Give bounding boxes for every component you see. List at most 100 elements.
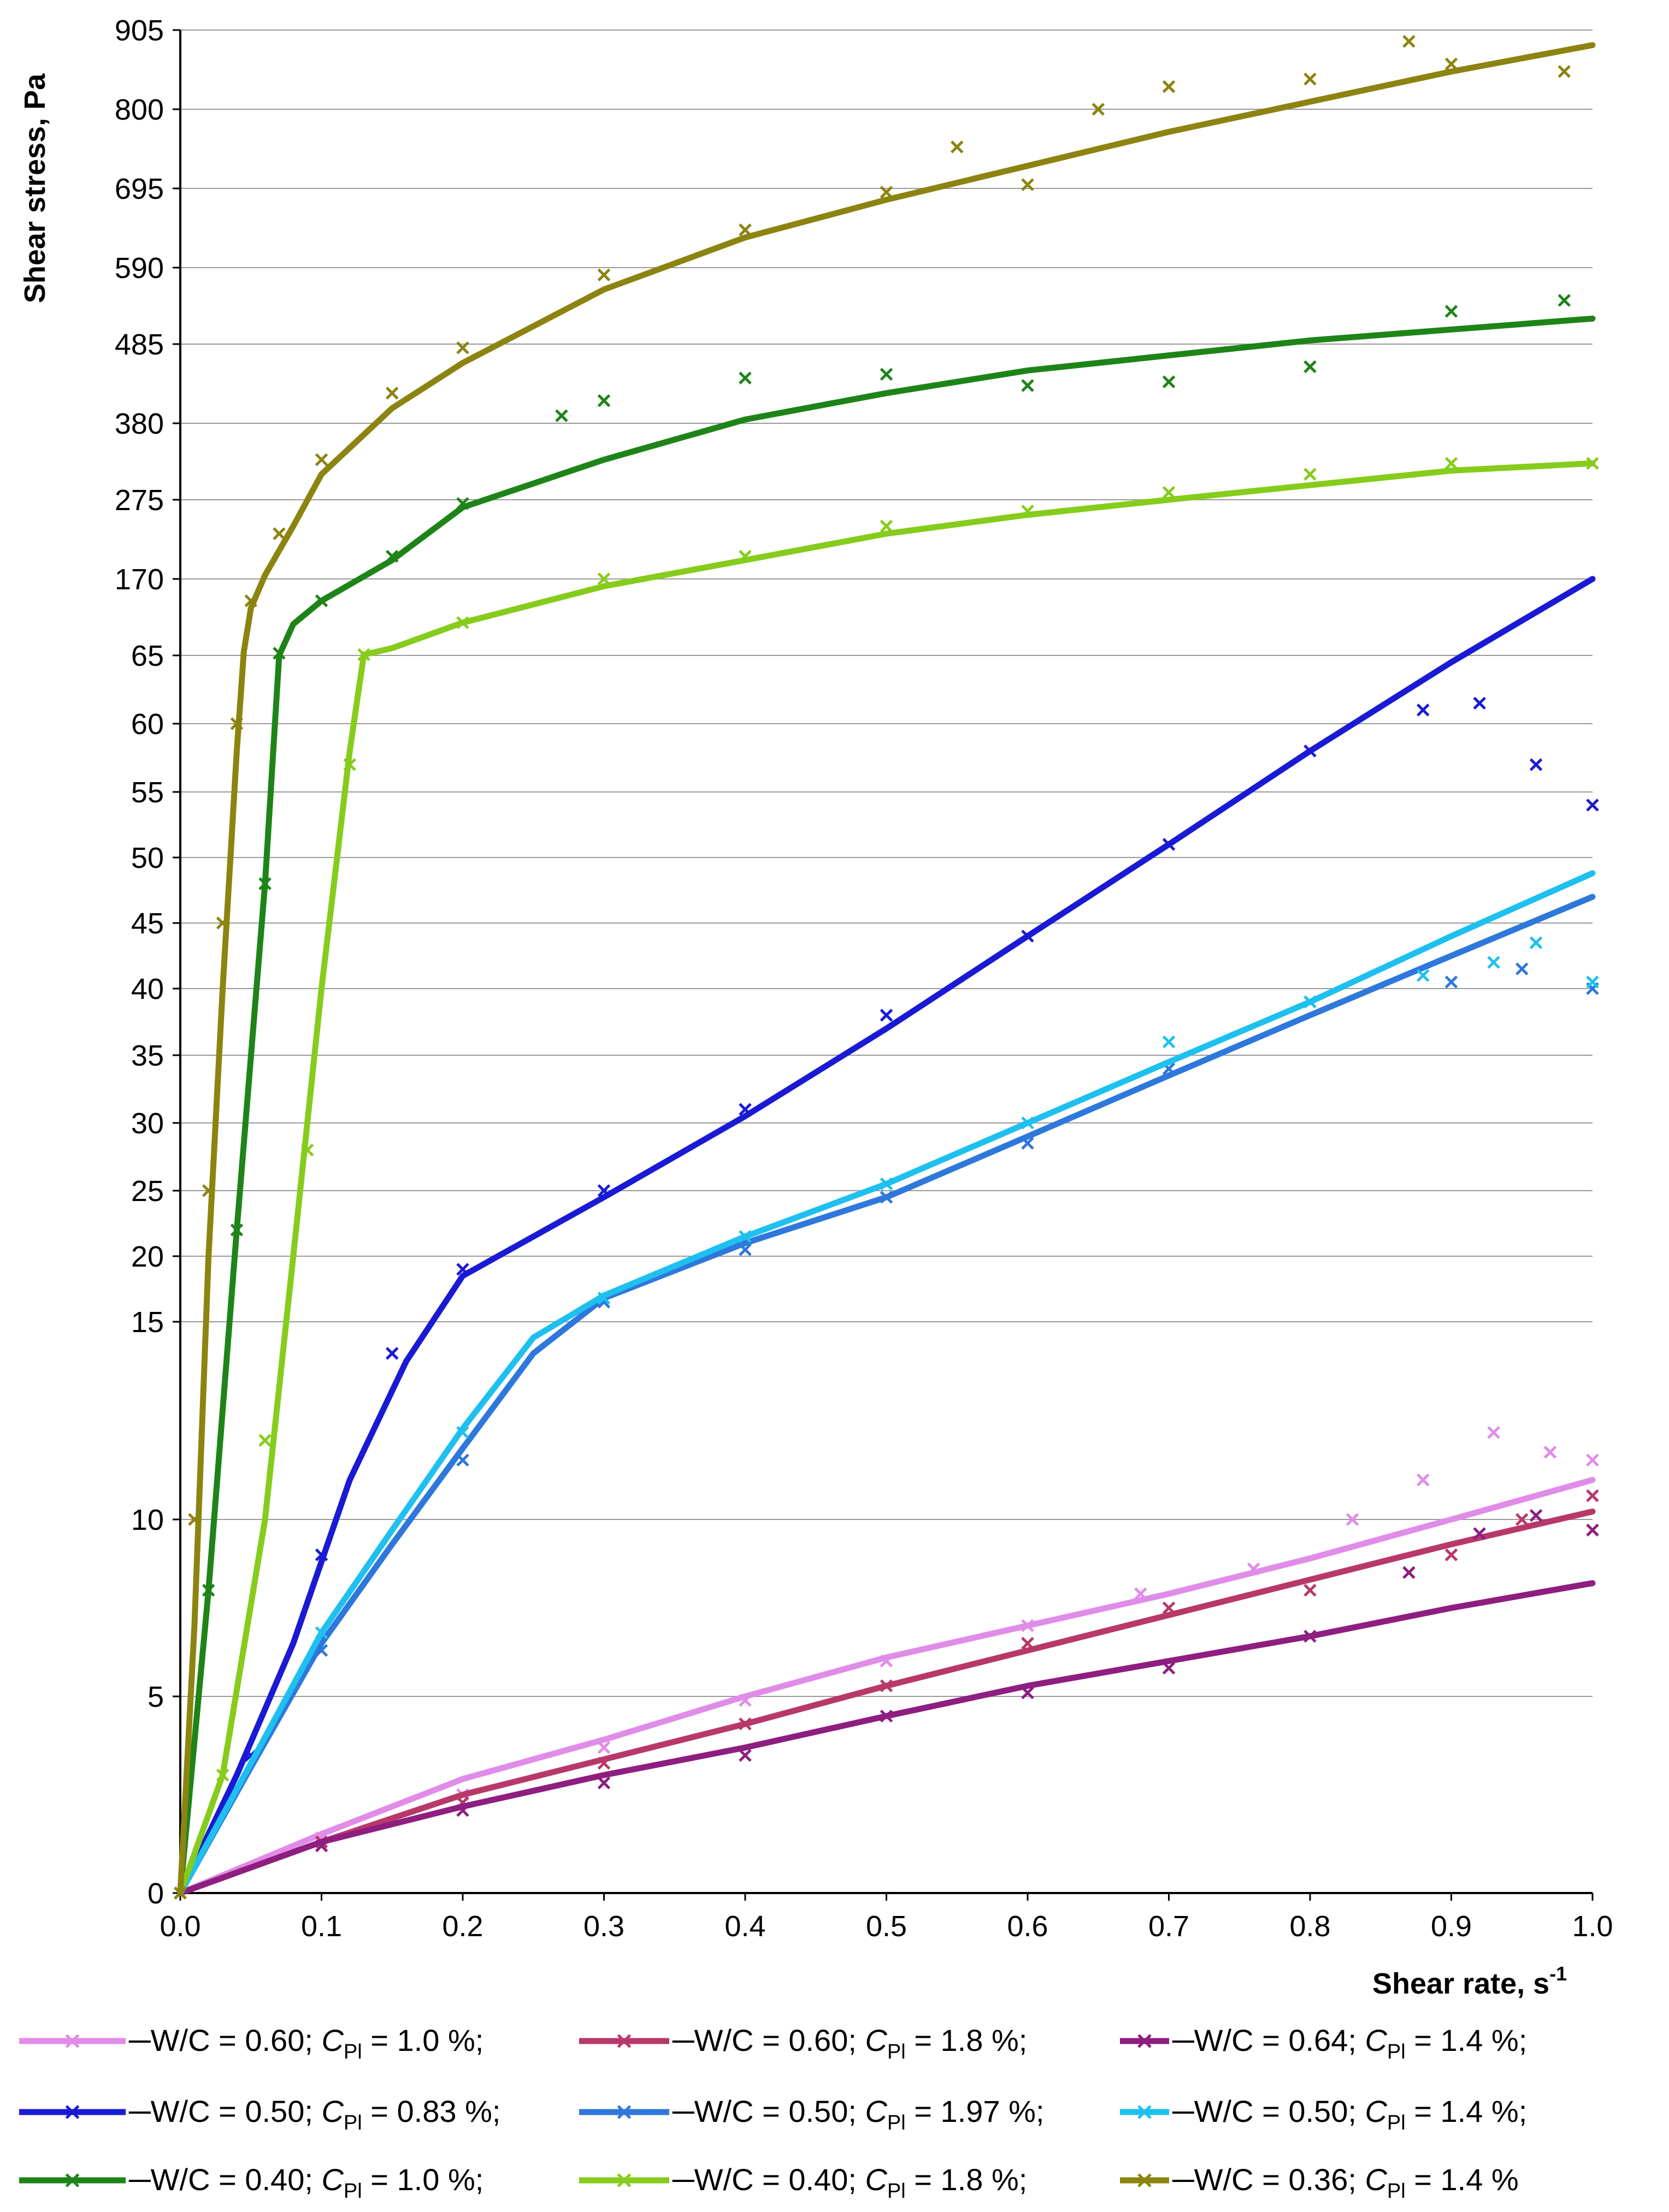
data-point-marker	[1304, 360, 1317, 374]
legend-label-var: C	[865, 2162, 887, 2197]
data-point-marker	[216, 916, 229, 930]
data-point-marker	[1487, 1426, 1500, 1439]
y-tick-label: 275	[115, 484, 164, 517]
y-tick-label: 25	[131, 1175, 164, 1208]
x-tick-label: 0.9	[1431, 1910, 1472, 1943]
data-point-marker	[1586, 975, 1599, 989]
data-point-marker	[1487, 956, 1500, 969]
legend-label-value: = 1.8 %;	[906, 2023, 1028, 2057]
x-axis-title-text: Shear rate, s	[1372, 1967, 1549, 2000]
series-fit-line	[177, 576, 1596, 1896]
data-point-marker	[258, 877, 272, 890]
data-point-marker	[315, 1548, 328, 1562]
y-tick-label: 30	[131, 1107, 164, 1140]
legend-label-value: = 0.83 %;	[362, 2094, 501, 2128]
legend-item: ─W/C = 0.60; CPl = 1.0 %;	[19, 2023, 483, 2063]
y-tick-label: 35	[131, 1039, 164, 1072]
legend-label-var: C	[321, 2094, 344, 2128]
legend-label-sub: Pl	[887, 2041, 906, 2063]
legend-label-text: ─W/C = 0.60;	[672, 2023, 865, 2057]
data-point-marker	[880, 1654, 893, 1667]
data-point-marker	[555, 409, 568, 422]
data-point-marker	[739, 1694, 752, 1707]
legend-item: ─W/C = 0.50; CPl = 1.4 %;	[1120, 2094, 1527, 2134]
data-point-marker	[1021, 930, 1034, 943]
data-point-marker	[1134, 1587, 1147, 1600]
legend-label: ─W/C = 0.40; CPl = 1.8 %;	[672, 2162, 1027, 2203]
data-point-marker	[385, 1347, 399, 1360]
data-point-marker	[1402, 34, 1416, 48]
series-2	[174, 1509, 1599, 1900]
series-fit-line	[177, 460, 1596, 1896]
series-fit-line	[177, 870, 1596, 1896]
x-tick-label: 0.5	[866, 1910, 907, 1943]
x-tick-label: 0.1	[301, 1910, 342, 1943]
data-point-marker	[357, 648, 370, 661]
data-point-marker	[1444, 1548, 1458, 1562]
legend-item: ─W/C = 0.36; CPl = 1.4 %	[1120, 2162, 1519, 2203]
data-point-marker	[880, 1009, 893, 1022]
legend-item: ─W/C = 0.60; CPl = 1.8 %;	[579, 2023, 1027, 2063]
series-fit-line	[177, 1509, 1596, 1896]
data-point-marker	[216, 1769, 229, 1782]
data-point-marker	[1417, 969, 1430, 982]
legend-label-value: = 1.0 %;	[362, 2023, 484, 2057]
legend-label-var: C	[865, 2023, 887, 2057]
data-point-marker	[1162, 80, 1176, 93]
data-point-marker	[1304, 1630, 1317, 1643]
legend-label-sub: Pl	[344, 2041, 362, 2063]
series-fit-line	[177, 42, 1596, 1896]
data-point-marker	[880, 368, 893, 381]
data-point-marker	[174, 1886, 187, 1900]
series-5	[174, 870, 1599, 1900]
data-point-marker	[456, 1804, 469, 1817]
series-fit-line	[177, 1580, 1596, 1896]
legend-label-text: ─W/C = 0.36;	[1172, 2162, 1365, 2197]
legend-label: ─W/C = 0.50; CPl = 0.83 %;	[128, 2094, 500, 2134]
legend-label: ─W/C = 0.60; CPl = 1.0 %;	[128, 2023, 483, 2063]
data-point-marker	[597, 1776, 611, 1790]
legend-item: ─W/C = 0.64; CPl = 1.4 %;	[1120, 2023, 1527, 2063]
data-point-marker	[1402, 1566, 1416, 1579]
x-tick-label: 0.2	[442, 1910, 483, 1943]
data-point-marker	[1444, 975, 1458, 989]
data-point-marker	[1162, 1601, 1176, 1614]
data-point-marker	[597, 1184, 611, 1197]
data-point-marker	[1529, 758, 1543, 771]
x-tick-label: 0.7	[1148, 1910, 1189, 1943]
data-point-marker	[315, 1839, 328, 1853]
data-point-marker	[739, 1749, 752, 1762]
data-point-marker	[1304, 1583, 1317, 1597]
legend-label-value: = 1.4 %;	[1406, 2023, 1528, 2057]
data-point-marker	[1586, 1489, 1599, 1503]
data-point-marker	[230, 717, 244, 730]
legend-swatch-marker	[617, 2173, 632, 2187]
data-point-marker	[273, 527, 286, 540]
data-point-marker	[1021, 379, 1034, 392]
legend: ─W/C = 0.60; CPl = 1.0 %; ─W/C = 0.60; CP…	[19, 2023, 1527, 2203]
data-point-marker	[880, 1679, 893, 1693]
legend-swatch-marker	[65, 2105, 80, 2119]
legend-item: ─W/C = 0.50; CPl = 1.97 %;	[579, 2094, 1044, 2134]
legend-label: ─W/C = 0.50; CPl = 1.97 %;	[672, 2094, 1044, 2134]
data-point-marker	[950, 140, 964, 153]
data-point-marker	[1473, 696, 1486, 710]
x-tick-label: 0.8	[1289, 1910, 1330, 1943]
data-point-marker	[1444, 305, 1458, 318]
y-tick-label: 800	[115, 93, 164, 126]
data-point-marker	[739, 371, 752, 385]
legend-label-sub: Pl	[344, 2180, 362, 2203]
x-tick-labels: 0.0 0.1 0.2 0.3 0.4 0.5 0.6 0.7 0.8 0.9 1.0	[160, 1893, 1613, 1943]
y-tick-label: 65	[131, 640, 164, 672]
legend-label-text: ─W/C = 0.40;	[128, 2162, 321, 2197]
data-point-marker	[739, 549, 752, 563]
legend-label-var: C	[1365, 2023, 1387, 2057]
data-point-marker	[880, 519, 893, 533]
legend-label: ─W/C = 0.40; CPl = 1.0 %;	[128, 2162, 483, 2203]
y-tick-label: 60	[131, 708, 164, 741]
series-3	[174, 576, 1599, 1900]
data-point-marker	[1417, 1473, 1430, 1487]
data-point-marker	[1444, 457, 1458, 470]
grid-lines	[173, 29, 1593, 1894]
